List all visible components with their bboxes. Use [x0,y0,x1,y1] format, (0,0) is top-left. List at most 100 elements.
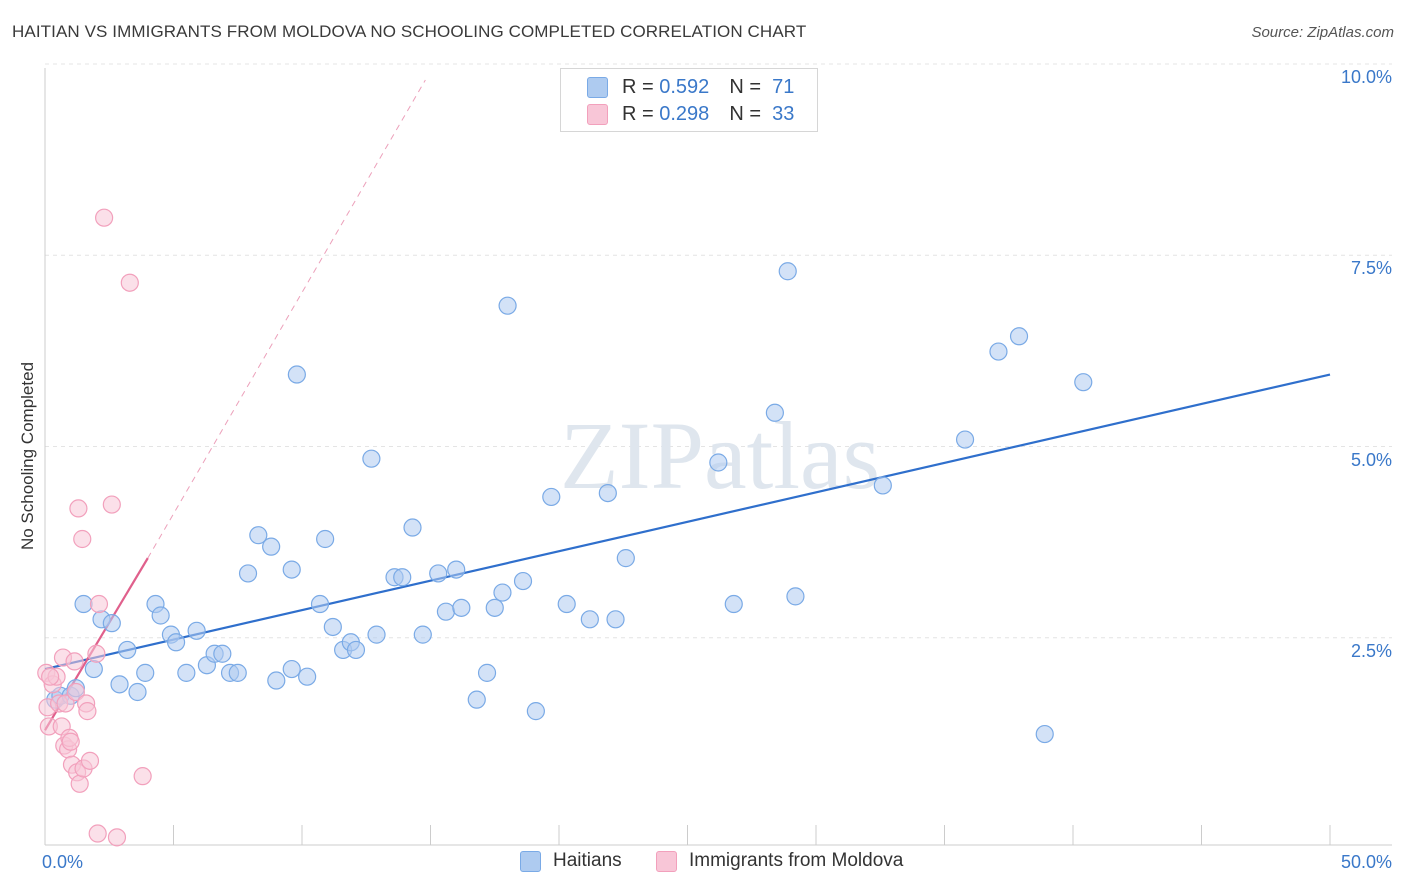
point-haitians [467,690,486,709]
point-haitians [989,342,1008,361]
point-moldova [80,751,100,770]
point-haitians [151,606,170,625]
point-haitians [316,529,335,549]
point-moldova [78,702,97,721]
point-haitians [84,659,103,679]
point-haitians [128,682,147,702]
point-haitians [262,537,281,556]
point-moldova [87,644,106,663]
point-haitians [110,675,129,694]
point-haitians [429,564,448,583]
chart-title: HAITIAN VS IMMIGRANTS FROM MOLDOVA NO SC… [12,22,807,41]
point-haitians [1009,327,1029,346]
point-haitians [616,549,635,568]
point-haitians [346,640,366,660]
point-moldova [89,594,109,614]
point-haitians [238,564,258,583]
point-haitians [310,594,330,614]
point-haitians [452,598,471,617]
point-haitians [118,640,137,660]
x-tick-label-min: 0.0% [42,852,84,872]
point-haitians [187,621,206,640]
point-haitians [436,602,456,621]
series-legend-haitians: Haitians [520,850,622,872]
point-haitians [606,610,625,629]
point-haitians [1035,724,1054,744]
trend-line-haitians [44,373,1331,671]
point-haitians [557,594,576,614]
point-haitians [177,663,196,682]
point-haitians [765,403,784,422]
point-moldova [102,495,121,514]
point-haitians [413,625,432,644]
point-haitians [287,365,306,384]
legend-row-moldova: R = 0.298 N = 33 [587,101,794,127]
point-moldova [120,273,139,292]
point-haitians [323,617,342,637]
legend-n-label: N = [729,102,761,125]
point-haitians [74,594,93,614]
point-haitians [709,453,728,472]
point-haitians [477,663,497,682]
x-tick-label-max: 50.0% [1340,852,1392,872]
point-haitians [213,644,232,663]
point-haitians [166,633,186,652]
point-moldova [88,824,107,843]
legend-row-haitians: R = 0.592 N = 71 [587,74,794,100]
point-haitians [485,598,504,617]
point-haitians [298,667,317,686]
point-haitians [228,663,247,682]
y-tick-label: 7.5% [1350,258,1392,279]
legend-r-label: R = [622,75,654,98]
y-tick-label: 2.5% [1350,640,1392,661]
series-swatch-haitians [520,850,541,872]
point-haitians [955,430,975,449]
y-tick-label: 10.0% [1340,67,1392,87]
y-tick-label: 5.0% [1350,449,1392,470]
legend-r-label: R = [622,102,654,125]
point-haitians [393,568,412,587]
point-haitians [249,526,268,545]
point-haitians [362,449,381,468]
point-haitians [102,614,121,633]
data-points [37,208,1093,847]
point-haitians [542,487,561,507]
series-name-moldova: Immigrants from Moldova [689,850,904,871]
legend-n-value: 71 [772,75,795,98]
legend-r-value: 0.592 [659,75,710,98]
point-haitians [403,518,422,537]
point-haitians [786,587,805,606]
correlation-legend: R = 0.592 N = 71 R = 0.298 N = 33 [560,68,818,132]
legend-r-value: 0.298 [659,102,710,125]
point-haitians [778,262,797,281]
point-moldova [56,694,75,713]
point-haitians [267,671,286,690]
point-haitians [282,659,301,679]
point-haitians [282,560,301,579]
legend-n-value: 33 [772,102,795,125]
point-moldova [107,828,127,847]
point-moldova [65,652,84,671]
point-moldova [73,529,92,549]
point-haitians [498,296,517,315]
series-legend-moldova: Immigrants from Moldova [656,850,903,872]
trend-line-moldova-extension [147,79,426,559]
point-moldova [41,667,60,686]
point-haitians [598,484,617,503]
point-moldova [61,732,80,751]
point-haitians [513,571,533,591]
gridlines [45,63,1392,639]
series-swatch-moldova [656,850,677,872]
series-legend: Haitians Immigrants from Moldova [0,850,1406,878]
chart-source: Source: ZipAtlas.com [1251,24,1394,41]
point-haitians [136,663,155,682]
point-moldova [70,774,89,793]
point-moldova [133,767,152,786]
series-name-haitians: Haitians [553,850,622,871]
y-axis-label: No Schooling Completed [18,361,37,551]
legend-n-label: N = [729,75,761,98]
point-haitians [447,560,466,579]
point-haitians [724,594,743,614]
axes [44,68,1392,846]
